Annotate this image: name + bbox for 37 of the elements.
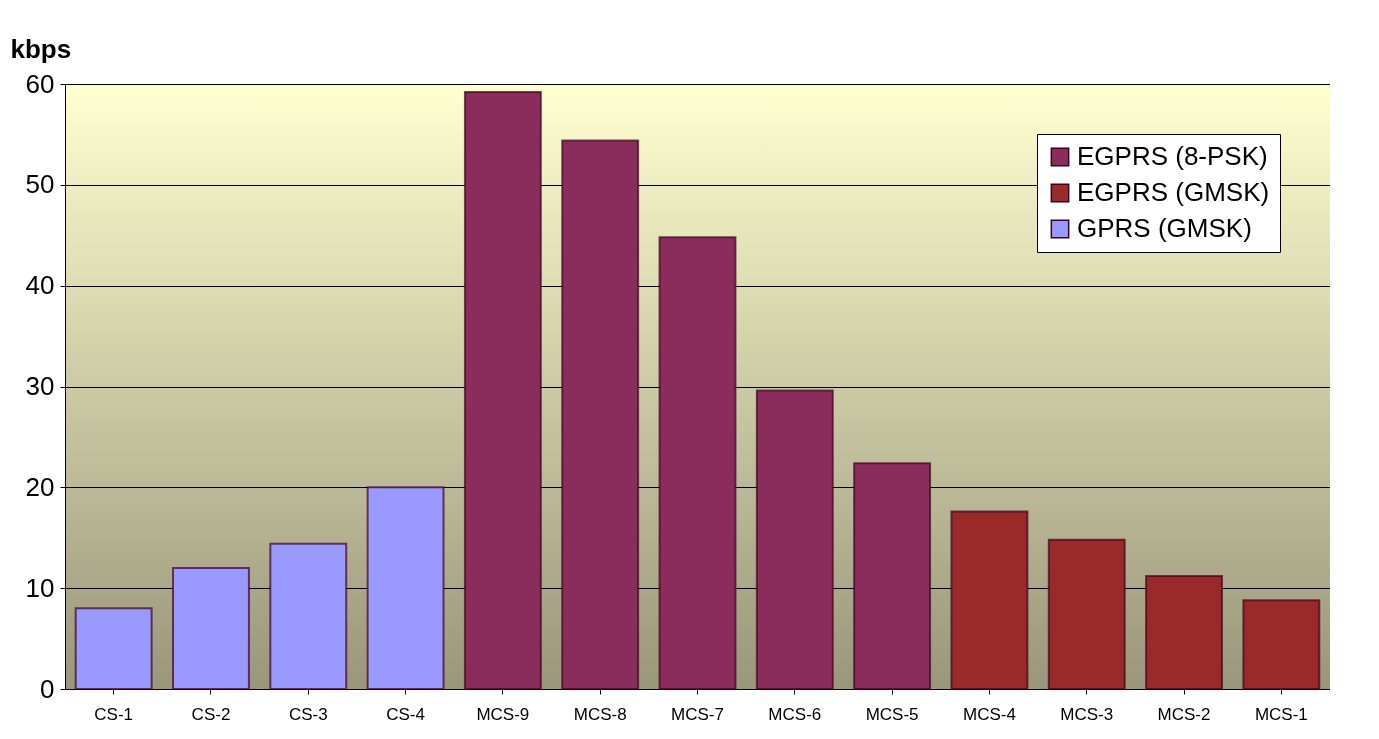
legend-label: EGPRS (8-PSK)	[1077, 141, 1268, 171]
y-axis-title: kbps	[10, 33, 72, 64]
x-tick-label: MCS-1	[1254, 704, 1308, 724]
x-tick-label: MCS-5	[865, 704, 919, 724]
bar	[561, 139, 640, 690]
x-tick-label: MCS-6	[768, 704, 822, 724]
bar	[1242, 599, 1321, 690]
legend-label: EGPRS (GMSK)	[1077, 177, 1270, 207]
bar	[269, 542, 348, 690]
bar	[463, 91, 542, 690]
x-tick-label: CS-2	[191, 704, 231, 724]
bar	[853, 462, 932, 690]
bar	[950, 510, 1029, 690]
x-tick-label: CS-1	[94, 704, 134, 724]
y-tick-label: 10	[25, 572, 55, 603]
y-tick-label: 50	[25, 169, 55, 200]
legend-label: GPRS (GMSK)	[1077, 213, 1252, 243]
bar	[172, 567, 250, 690]
x-tick-label: MCS-4	[962, 704, 1016, 724]
y-tick-label: 20	[25, 471, 55, 502]
x-tick-label: MCS-8	[573, 704, 627, 724]
y-tick-label: 60	[25, 68, 55, 99]
bar	[1145, 575, 1223, 690]
y-tick-label: 40	[25, 270, 55, 301]
y-tick-label: 30	[25, 371, 55, 401]
x-tick-label: MCS-3	[1060, 704, 1114, 724]
bar	[74, 607, 153, 690]
x-tick-label: CS-3	[288, 704, 328, 724]
x-tick-label: MCS-2	[1157, 704, 1211, 724]
x-tick-label: CS-4	[386, 704, 425, 724]
bar	[658, 236, 737, 690]
bar	[366, 486, 445, 690]
x-tick-label: MCS-7	[671, 704, 724, 724]
y-tick-label: 0	[40, 673, 55, 704]
x-tick-label: MCS-9	[476, 704, 530, 724]
bar	[755, 389, 834, 690]
bar	[1047, 538, 1126, 690]
